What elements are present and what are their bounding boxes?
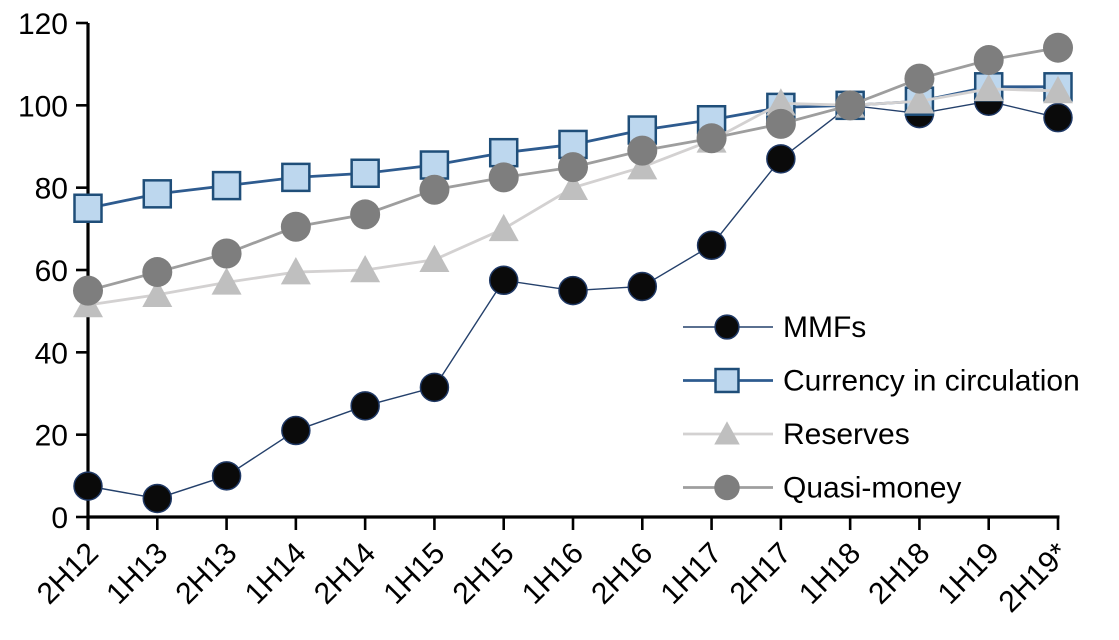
marker-quasi-money [558, 152, 588, 183]
legend-label-mmfs: MMFs [783, 311, 866, 344]
marker-quasi-money [488, 162, 519, 193]
x-tick-label: 1H17 [654, 537, 728, 611]
x-tick-label: 2H12 [31, 537, 105, 611]
marker-currency-in-circulation [350, 158, 380, 189]
marker-currency-in-circulation [73, 193, 103, 223]
y-tick-label: 120 [18, 8, 68, 41]
marker-quasi-money [765, 108, 796, 139]
marker-reserves [1043, 75, 1073, 104]
y-tick-label: 100 [18, 90, 68, 123]
marker-quasi-money [835, 90, 866, 121]
marker-legend-reserves [714, 421, 740, 445]
marker-reserves [488, 213, 519, 242]
y-tick-label: 60 [35, 255, 68, 288]
x-tick-label: 1H14 [239, 537, 313, 611]
marker-currency-in-circulation [281, 162, 311, 193]
y-tick-label: 40 [35, 337, 68, 370]
marker-quasi-money [280, 211, 311, 242]
marker-mmfs [627, 271, 658, 302]
x-tick-label: 2H19* [993, 536, 1076, 619]
marker-quasi-money [419, 174, 450, 205]
legend-label-currency-in-circulation: Currency in circulation [783, 365, 1080, 398]
marker-quasi-money [1043, 32, 1073, 63]
marker-currency-in-circulation [419, 150, 450, 180]
marker-quasi-money [904, 63, 935, 94]
marker-reserves [142, 279, 173, 307]
legend-label-quasi-money: Quasi-money [783, 472, 961, 505]
marker-mmfs [696, 230, 727, 261]
marker-currency-in-circulation [142, 179, 173, 209]
marker-mmfs [142, 483, 173, 514]
legend-label-reserves: Reserves [783, 418, 910, 451]
marker-reserves [973, 73, 1004, 102]
marker-currency-in-circulation [488, 137, 519, 168]
y-tick-label: 0 [51, 502, 68, 535]
marker-mmfs [281, 415, 311, 446]
marker-mmfs [1043, 102, 1073, 133]
x-tick-label: 1H13 [100, 537, 174, 611]
marker-reserves [350, 255, 381, 283]
x-tick-label: 2H18 [862, 537, 936, 611]
marker-quasi-money [973, 45, 1004, 76]
marker-mmfs [350, 391, 380, 421]
marker-reserves [904, 86, 935, 114]
x-tick-label: 2H13 [169, 537, 243, 611]
marker-quasi-money [142, 257, 173, 288]
marker-reserves [558, 172, 588, 200]
y-tick-label: 20 [35, 420, 68, 453]
marker-mmfs [73, 471, 103, 501]
x-tick-label: 1H18 [793, 537, 867, 611]
marker-legend-quasi-money [714, 474, 740, 501]
marker-legend-mmfs [714, 314, 740, 340]
x-tick-label: 2H16 [585, 537, 659, 611]
marker-mmfs [558, 275, 588, 306]
marker-reserves [280, 257, 311, 285]
marker-quasi-money [696, 123, 727, 154]
marker-quasi-money [350, 199, 381, 230]
marker-quasi-money [73, 275, 103, 306]
x-tick-label: 1H16 [516, 537, 590, 611]
marker-reserves [211, 267, 242, 295]
marker-quasi-money [211, 238, 242, 269]
marker-legend-currency-in-circulation [714, 367, 740, 394]
x-tick-label: 2H14 [308, 537, 382, 611]
marker-currency-in-circulation [211, 170, 242, 201]
x-tick-label: 2H15 [447, 537, 521, 611]
marker-quasi-money [627, 135, 658, 166]
x-tick-label: 2H17 [724, 537, 798, 611]
x-tick-label: 1H15 [377, 537, 451, 611]
marker-reserves [419, 244, 450, 273]
marker-mmfs [488, 265, 519, 296]
x-tick-label: 1H19 [932, 537, 1006, 611]
marker-mmfs [211, 461, 242, 491]
marker-mmfs [419, 372, 450, 403]
marker-mmfs [766, 144, 796, 174]
marker-reserves [765, 88, 796, 116]
marker-reserves [627, 152, 658, 180]
y-tick-label: 80 [35, 173, 68, 206]
